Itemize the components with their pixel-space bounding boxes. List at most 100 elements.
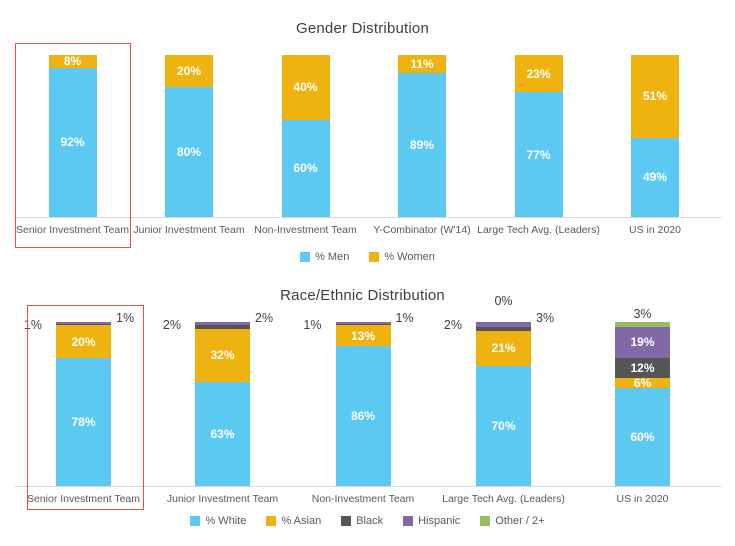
segment-white: 86% xyxy=(335,346,391,486)
outside-data-label-right: 1% xyxy=(116,311,135,325)
bar-group-4: 19% 12% 6% 60% US in 2020 3% xyxy=(574,308,712,520)
bar-group-0: 8% 92% Senior Investment Team xyxy=(15,55,131,251)
stacked-bar: 13% 86% xyxy=(335,322,391,486)
data-label: 8% xyxy=(63,54,82,69)
segment-hispanic xyxy=(195,322,250,326)
segment-other-2 xyxy=(615,322,670,327)
segment-men: 89% xyxy=(398,72,446,217)
legend-label: % Asian xyxy=(281,515,322,527)
bar-group-3: 21% 70% Large Tech Avg. (Leaders) 2% 3% 0% xyxy=(435,295,573,520)
legend-item-white: % White xyxy=(190,515,246,527)
legend-swatch-icon xyxy=(190,516,201,526)
data-label: 78% xyxy=(71,415,96,429)
stacked-bar: 21% 70% xyxy=(476,322,531,486)
outside-data-label-right: 3% xyxy=(536,311,555,325)
data-label: 70% xyxy=(491,419,516,434)
data-label: 11% xyxy=(410,56,434,71)
bar-group-2: 13% 86% Non-Investment Team 1% 1% xyxy=(294,312,432,520)
outside-data-label-right: 2% xyxy=(255,311,274,325)
bar-group-3: 11% 89% Y-Combinator (W'14) xyxy=(364,55,480,251)
data-label: 49% xyxy=(642,170,668,185)
category-label: Non-Investment Team xyxy=(311,493,415,505)
category-label: Non-Investment Team xyxy=(254,224,357,236)
data-label: 20% xyxy=(176,64,202,79)
legend-item-hispanic: Hispanic xyxy=(403,515,460,527)
bar-group-4: 23% 77% Large Tech Avg. (Leaders) xyxy=(477,55,600,251)
category-label: US in 2020 xyxy=(616,493,669,505)
segment-women: 51% xyxy=(631,55,679,138)
segment-asian: 13% xyxy=(335,325,391,347)
stacked-bar: 8% 92% xyxy=(48,54,97,217)
race-chart-title: Race/Ethnic Distribution xyxy=(280,287,445,304)
segment-women: 23% xyxy=(514,55,563,93)
race-highlight-box xyxy=(27,305,144,510)
stacked-bar: 40% 60% xyxy=(281,55,330,217)
segment-black xyxy=(56,323,111,326)
legend-label: % Women xyxy=(384,251,435,263)
data-label: 6% xyxy=(633,375,652,390)
gender-highlight-box xyxy=(15,43,131,248)
data-label: 92% xyxy=(60,135,85,150)
legend-item-men: % Men xyxy=(300,251,349,263)
segment-white: 60% xyxy=(615,387,670,486)
data-label: 86% xyxy=(350,409,376,424)
race-x-axis-line xyxy=(14,486,721,487)
outside-data-label-left: 1% xyxy=(303,318,322,332)
segment-women: 40% xyxy=(281,55,330,120)
segment-asian: 21% xyxy=(476,330,531,367)
segment-black xyxy=(195,325,250,329)
stacked-bar: 11% 89% xyxy=(398,55,446,217)
outside-data-label-above: 3% xyxy=(633,307,652,321)
legend-item-black: Black xyxy=(341,515,383,527)
data-label: 13% xyxy=(350,328,376,343)
legend-item-asian: % Asian xyxy=(266,515,321,527)
category-label: Y-Combinator (W'14) xyxy=(373,224,471,236)
segment-women: 11% xyxy=(398,55,446,73)
segment-black xyxy=(335,323,391,326)
segment-men: 80% xyxy=(165,87,213,217)
bar-group-2: 40% 60% Non-Investment Team xyxy=(248,55,364,251)
outside-data-label-right: 1% xyxy=(395,311,414,325)
segment-black: 12% xyxy=(615,358,670,378)
segment-white: 70% xyxy=(476,366,531,486)
segment-women: 8% xyxy=(48,54,97,69)
legend-swatch-icon xyxy=(403,516,414,526)
data-label: 32% xyxy=(210,348,235,363)
segment-asian: 32% xyxy=(195,328,250,382)
segment-men: 92% xyxy=(48,67,97,217)
legend-label: % Men xyxy=(315,251,350,263)
data-label: 51% xyxy=(642,89,668,104)
legend-swatch-icon xyxy=(480,516,491,526)
category-label: Large Tech Avg. (Leaders) xyxy=(442,493,565,505)
gender-chart-title: Gender Distribution xyxy=(295,20,430,37)
stacked-bar: 23% 77% xyxy=(514,55,563,217)
bar-group-0: 20% 78% Senior Investment Team 1% 1% xyxy=(15,312,153,520)
data-label: 60% xyxy=(630,429,655,444)
stacked-bar: 19% 12% 6% 60% xyxy=(615,322,670,486)
segment-white: 63% xyxy=(195,381,250,486)
race-legend: % White % Asian Black Hispanic Other / 2+ xyxy=(0,515,735,527)
data-label: 21% xyxy=(491,341,516,356)
bar-group-5: 51% 49% US in 2020 xyxy=(597,55,713,251)
legend-item-other-2: Other / 2+ xyxy=(480,515,545,527)
data-label: 20% xyxy=(71,334,96,349)
category-label: US in 2020 xyxy=(629,224,681,236)
gender-x-axis-line xyxy=(14,217,721,218)
data-label: 60% xyxy=(293,161,318,176)
data-label: 63% xyxy=(210,426,235,441)
stacked-bar: 32% 63% xyxy=(195,322,250,486)
legend-swatch-icon xyxy=(300,252,311,262)
segment-women: 20% xyxy=(165,55,213,88)
data-label: 19% xyxy=(630,335,655,350)
stacked-bar: 20% 78% xyxy=(56,322,111,486)
legend-swatch-icon xyxy=(369,252,380,262)
legend-swatch-icon xyxy=(341,516,352,526)
data-label: 12% xyxy=(630,360,655,375)
segment-black xyxy=(476,327,531,331)
legend-item-women: % Women xyxy=(369,251,435,263)
legend-label: % White xyxy=(205,515,247,527)
segment-white: 78% xyxy=(56,358,111,486)
data-label: 23% xyxy=(526,66,551,81)
